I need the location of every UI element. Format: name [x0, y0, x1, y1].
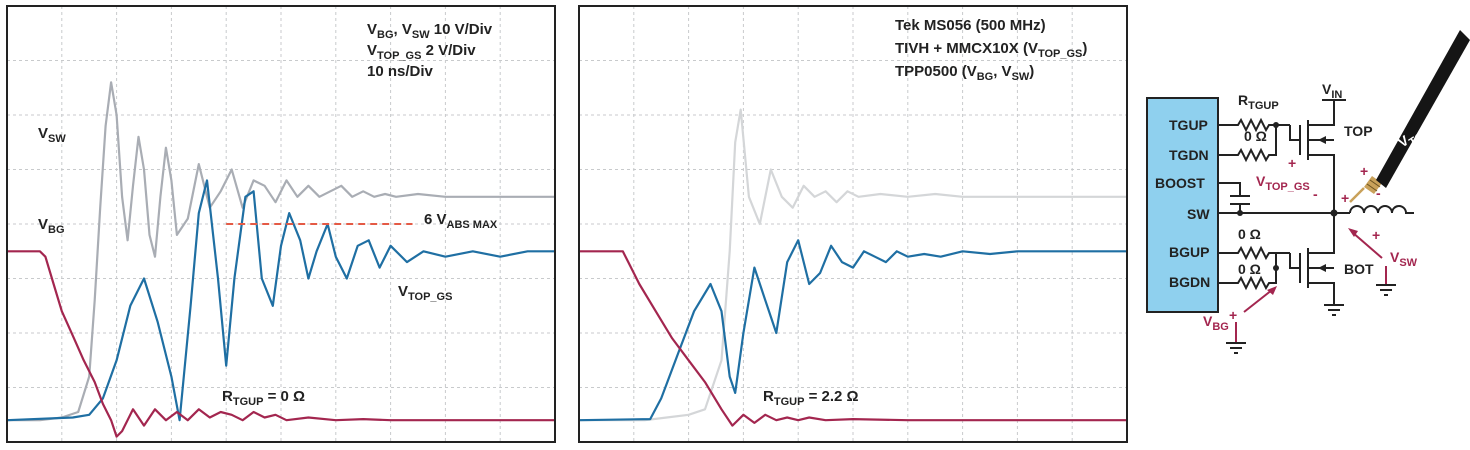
probe-body	[1376, 30, 1470, 188]
vsw-arrow-line	[1351, 231, 1383, 259]
label-vbg: VBG	[1203, 313, 1229, 333]
grid-panel-1	[7, 6, 555, 442]
trace-vtop-gs-panel-1	[6, 179, 555, 422]
vsw-arrowhead	[1348, 228, 1358, 237]
waveform-panel-rtgup-2-2: Tek MS056 (500 MHz) TIVH + MMCX10X (VTOP…	[578, 5, 1128, 443]
label-r-bgup-value: 0 Ω	[1238, 226, 1261, 242]
probe-minus: -	[1376, 185, 1381, 201]
bot-fet-terminals	[1308, 213, 1335, 305]
plus-sign-vbg: +	[1229, 307, 1237, 323]
pin-bgup: BGUP	[1169, 244, 1209, 260]
pin-boost: BOOST	[1155, 175, 1205, 191]
top-fet-arrow	[1318, 136, 1326, 144]
resistor-tgdn	[1218, 125, 1277, 163]
instrument-line-2: TIVH + MMCX10X (VTOP_GS)	[895, 40, 1087, 60]
node-dot	[1273, 265, 1279, 271]
trace-vbg-panel-2	[579, 250, 1127, 427]
scale-line-3: 10 ns/Div	[367, 63, 434, 80]
plus-sign-vtop: +	[1288, 155, 1296, 171]
label-top: TOP	[1344, 123, 1373, 139]
bottom-mosfet	[1299, 213, 1344, 316]
ground-symbol-vbg	[1226, 342, 1246, 354]
label-vtop-gs: VTOP_GS	[1256, 173, 1310, 193]
scale-line-1: VBG, VSW 10 V/Div	[367, 21, 493, 41]
label-vsw: VSW	[1390, 249, 1418, 269]
plus-sign-sw: +	[1341, 190, 1349, 206]
label-r-top-value: 0 Ω	[1244, 128, 1267, 144]
boost-capacitor	[1218, 182, 1250, 213]
panel-1-frame	[6, 5, 556, 443]
label-vsw-panel-1: VSW	[38, 125, 66, 145]
panel-2-frame	[578, 5, 1128, 443]
gate-wire-top	[1289, 125, 1300, 141]
probe-plus: +	[1360, 163, 1368, 179]
resistor-rtgup	[1218, 117, 1290, 133]
label-vtop-gs-panel-1: VTOP_GS	[398, 283, 452, 303]
ground-symbol-bot	[1324, 304, 1344, 316]
grid-panel-2	[579, 6, 1127, 442]
driver-ic-box	[1146, 97, 1219, 313]
scale-line-2: VTOP_GS 2 V/Div	[367, 42, 476, 62]
label-rtgup: RTGUP	[1238, 92, 1279, 112]
top-fet-terminals	[1308, 100, 1335, 212]
probe-icon	[1349, 30, 1470, 203]
label-bot: BOT	[1344, 261, 1374, 277]
pin-bgdn: BGDN	[1169, 274, 1210, 290]
label-vin: VIN	[1322, 81, 1342, 101]
gate-wire-bot	[1289, 253, 1300, 269]
label-vbg-panel-1: VBG	[38, 216, 65, 236]
node-dot	[1273, 122, 1279, 128]
trace-vtop-gs-panel-2	[578, 239, 1127, 422]
plus-sign-vsw: +	[1372, 227, 1380, 243]
ground-symbol-vsw	[1376, 284, 1396, 296]
top-mosfet	[1299, 99, 1346, 212]
minus-sign-vtop: -	[1313, 186, 1318, 202]
probe-pin	[1349, 187, 1365, 203]
label-r-bgdn-value: 0 Ω	[1238, 261, 1261, 277]
bot-fet-arrow	[1318, 264, 1326, 272]
trace-vsw-panel-1	[7, 81, 555, 422]
waveform-panel-rtgup-0: VBG, VSW 10 V/Div VTOP_GS 2 V/Div 10 ns/…	[6, 5, 556, 443]
probe-tip-rings	[1366, 179, 1381, 192]
gate-driver-schematic: TGUP TGDN BOOST SW BGUP BGDN RTGUP 0 Ω V…	[1146, 30, 1470, 354]
label-rtgup-panel-2: RTGUP = 2.2 Ω	[763, 388, 859, 408]
resistor-bgup	[1218, 245, 1290, 261]
vbg-arrowhead	[1267, 286, 1277, 295]
pin-sw: SW	[1187, 206, 1210, 222]
trace-vbg-panel-1	[7, 250, 555, 438]
instrument-line-1: Tek MS056 (500 MHz)	[895, 17, 1046, 34]
pin-tgup: TGUP	[1169, 117, 1208, 133]
output-inductor	[1349, 205, 1414, 214]
label-abs-max: 6 VABS MAX	[424, 211, 498, 231]
pin-tgdn: TGDN	[1169, 147, 1209, 163]
resistor-bgdn	[1218, 253, 1277, 291]
vbg-arrow-line	[1243, 289, 1273, 313]
label-rtgup-panel-1: RTGUP = 0 Ω	[222, 388, 305, 408]
node-dot	[1237, 210, 1243, 216]
instrument-line-3: TPP0500 (VBG, VSW)	[895, 63, 1034, 83]
